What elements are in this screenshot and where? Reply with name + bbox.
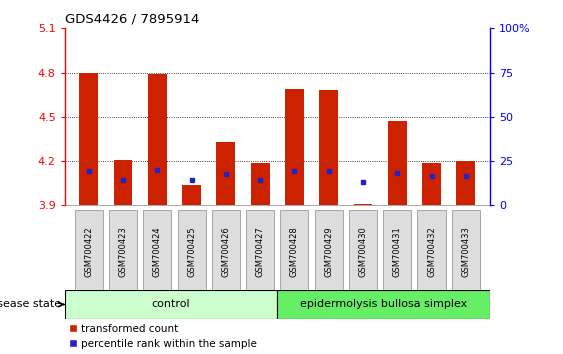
Text: GSM700432: GSM700432	[427, 227, 436, 277]
FancyBboxPatch shape	[212, 210, 240, 294]
FancyBboxPatch shape	[315, 210, 343, 294]
Bar	[457, 161, 475, 205]
Bar	[354, 204, 372, 205]
Text: GSM700430: GSM700430	[359, 227, 368, 277]
Text: epidermolysis bullosa simplex: epidermolysis bullosa simplex	[300, 299, 467, 309]
Text: GSM700433: GSM700433	[461, 226, 470, 277]
Text: GSM700424: GSM700424	[153, 227, 162, 277]
Text: GDS4426 / 7895914: GDS4426 / 7895914	[65, 13, 199, 26]
FancyBboxPatch shape	[349, 210, 377, 294]
FancyBboxPatch shape	[246, 210, 274, 294]
FancyBboxPatch shape	[280, 210, 309, 294]
Text: disease state: disease state	[0, 299, 64, 309]
FancyBboxPatch shape	[418, 210, 445, 294]
Bar	[251, 162, 270, 205]
Bar	[182, 185, 201, 205]
Bar	[79, 73, 98, 205]
Text: GSM700422: GSM700422	[84, 227, 93, 277]
Text: GSM700429: GSM700429	[324, 227, 333, 277]
Text: GSM700431: GSM700431	[393, 227, 402, 277]
FancyBboxPatch shape	[278, 290, 490, 319]
Bar	[319, 90, 338, 205]
Text: GSM700428: GSM700428	[290, 227, 299, 277]
FancyBboxPatch shape	[177, 210, 205, 294]
FancyBboxPatch shape	[143, 210, 171, 294]
Text: GSM700423: GSM700423	[119, 227, 128, 277]
Text: GSM700427: GSM700427	[256, 227, 265, 277]
Text: control: control	[151, 299, 190, 309]
Bar	[422, 162, 441, 205]
FancyBboxPatch shape	[452, 210, 480, 294]
Bar	[114, 160, 132, 205]
FancyBboxPatch shape	[109, 210, 137, 294]
Legend: transformed count, percentile rank within the sample: transformed count, percentile rank withi…	[70, 324, 257, 349]
Bar	[285, 89, 304, 205]
FancyBboxPatch shape	[383, 210, 412, 294]
Bar	[388, 121, 406, 205]
Bar	[148, 74, 167, 205]
FancyBboxPatch shape	[65, 290, 278, 319]
Text: GSM700426: GSM700426	[221, 227, 230, 277]
Bar	[216, 142, 235, 205]
FancyBboxPatch shape	[75, 210, 103, 294]
Text: GSM700425: GSM700425	[187, 227, 196, 277]
